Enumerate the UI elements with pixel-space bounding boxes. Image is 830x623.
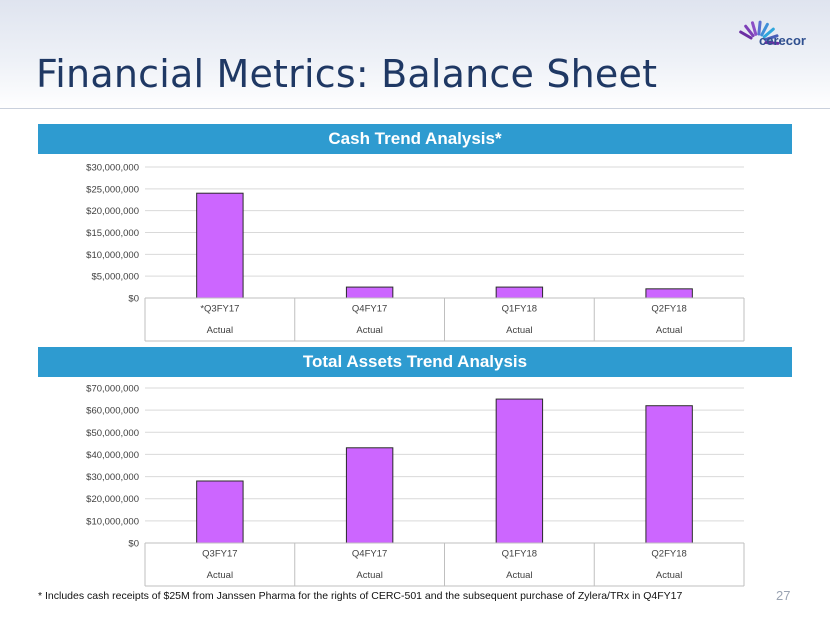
bar-q4fy17 — [345, 286, 394, 299]
y-tick-label: $20,000,000 — [86, 494, 139, 505]
x-tick-label: Q2FY18 — [651, 303, 686, 314]
x-sublabel: Actual — [207, 325, 233, 336]
bar-q2fy18 — [645, 288, 693, 299]
y-tick-label: $5,000,000 — [91, 272, 139, 283]
y-tick-label: $50,000,000 — [86, 428, 139, 439]
logo-stroke — [764, 41, 780, 45]
cash-chart-title: Cash Trend Analysis* — [38, 124, 792, 154]
logo-stroke — [760, 22, 769, 37]
x-tick-label: Q1FY18 — [502, 303, 537, 314]
bar-q1fy18 — [495, 398, 544, 544]
x-tick-label: Q1FY18 — [502, 548, 537, 559]
y-tick-label: $0 — [128, 294, 139, 305]
footnote: * Includes cash receipts of $25M from Ja… — [38, 590, 683, 602]
logo-mark-icon — [739, 20, 780, 45]
cash-trend-chart: $0 $5,000,000 $10,000,000 $15,000,000 $20,00… — [86, 163, 745, 342]
logo-stroke — [739, 30, 753, 40]
x-sublabel: Actual — [356, 570, 382, 581]
y-tick-label: $60,000,000 — [86, 406, 139, 417]
x-sublabel: Actual — [656, 325, 682, 336]
x-sublabel: Actual — [506, 325, 532, 336]
logo-stroke — [762, 27, 775, 39]
y-tick-label: $70,000,000 — [86, 384, 139, 395]
logo-text: cerecor — [759, 33, 806, 48]
x-sublabel: Actual — [656, 570, 682, 581]
slide-title: Financial Metrics: Balance Sheet — [36, 52, 658, 96]
y-tick-label: $20,000,000 — [86, 206, 139, 217]
x-tick-label: Q4FY17 — [352, 548, 387, 559]
y-tick-label: $15,000,000 — [86, 228, 139, 239]
title-divider — [0, 108, 830, 109]
assets-chart-title: Total Assets Trend Analysis — [38, 347, 792, 377]
x-sublabel: Actual — [356, 325, 382, 336]
logo-stroke — [744, 24, 755, 38]
y-tick-label: $10,000,000 — [86, 250, 139, 261]
x-tick-label: *Q3FY17 — [200, 303, 239, 314]
bar-q1fy18 — [495, 286, 544, 299]
bar-q4fy17 — [345, 447, 394, 544]
cerecor-logo — [739, 20, 780, 45]
y-tick-label: $0 — [128, 539, 139, 550]
y-tick-label: $25,000,000 — [86, 184, 139, 195]
logo-stroke — [757, 20, 762, 36]
bar-q3fy17 — [196, 480, 244, 544]
bar-q2fy18 — [645, 405, 693, 544]
total-assets-trend-chart: $0 $10,000,000 $20,000,000 $30,000,000 $40,0… — [86, 384, 745, 587]
x-sublabel: Actual — [506, 570, 532, 581]
bar-q3fy17 — [196, 192, 244, 299]
header-band — [0, 0, 830, 110]
y-tick-label: $30,000,000 — [86, 472, 139, 483]
x-sublabel: Actual — [207, 570, 233, 581]
x-tick-label: Q3FY17 — [202, 548, 237, 559]
x-tick-label: Q2FY18 — [651, 548, 686, 559]
logo-stroke — [750, 21, 758, 36]
y-tick-label: $10,000,000 — [86, 516, 139, 527]
y-tick-label: $40,000,000 — [86, 450, 139, 461]
x-tick-label: Q4FY17 — [352, 303, 387, 314]
page-number: 27 — [776, 588, 791, 603]
y-tick-label: $30,000,000 — [86, 163, 139, 174]
logo-stroke — [764, 34, 779, 42]
